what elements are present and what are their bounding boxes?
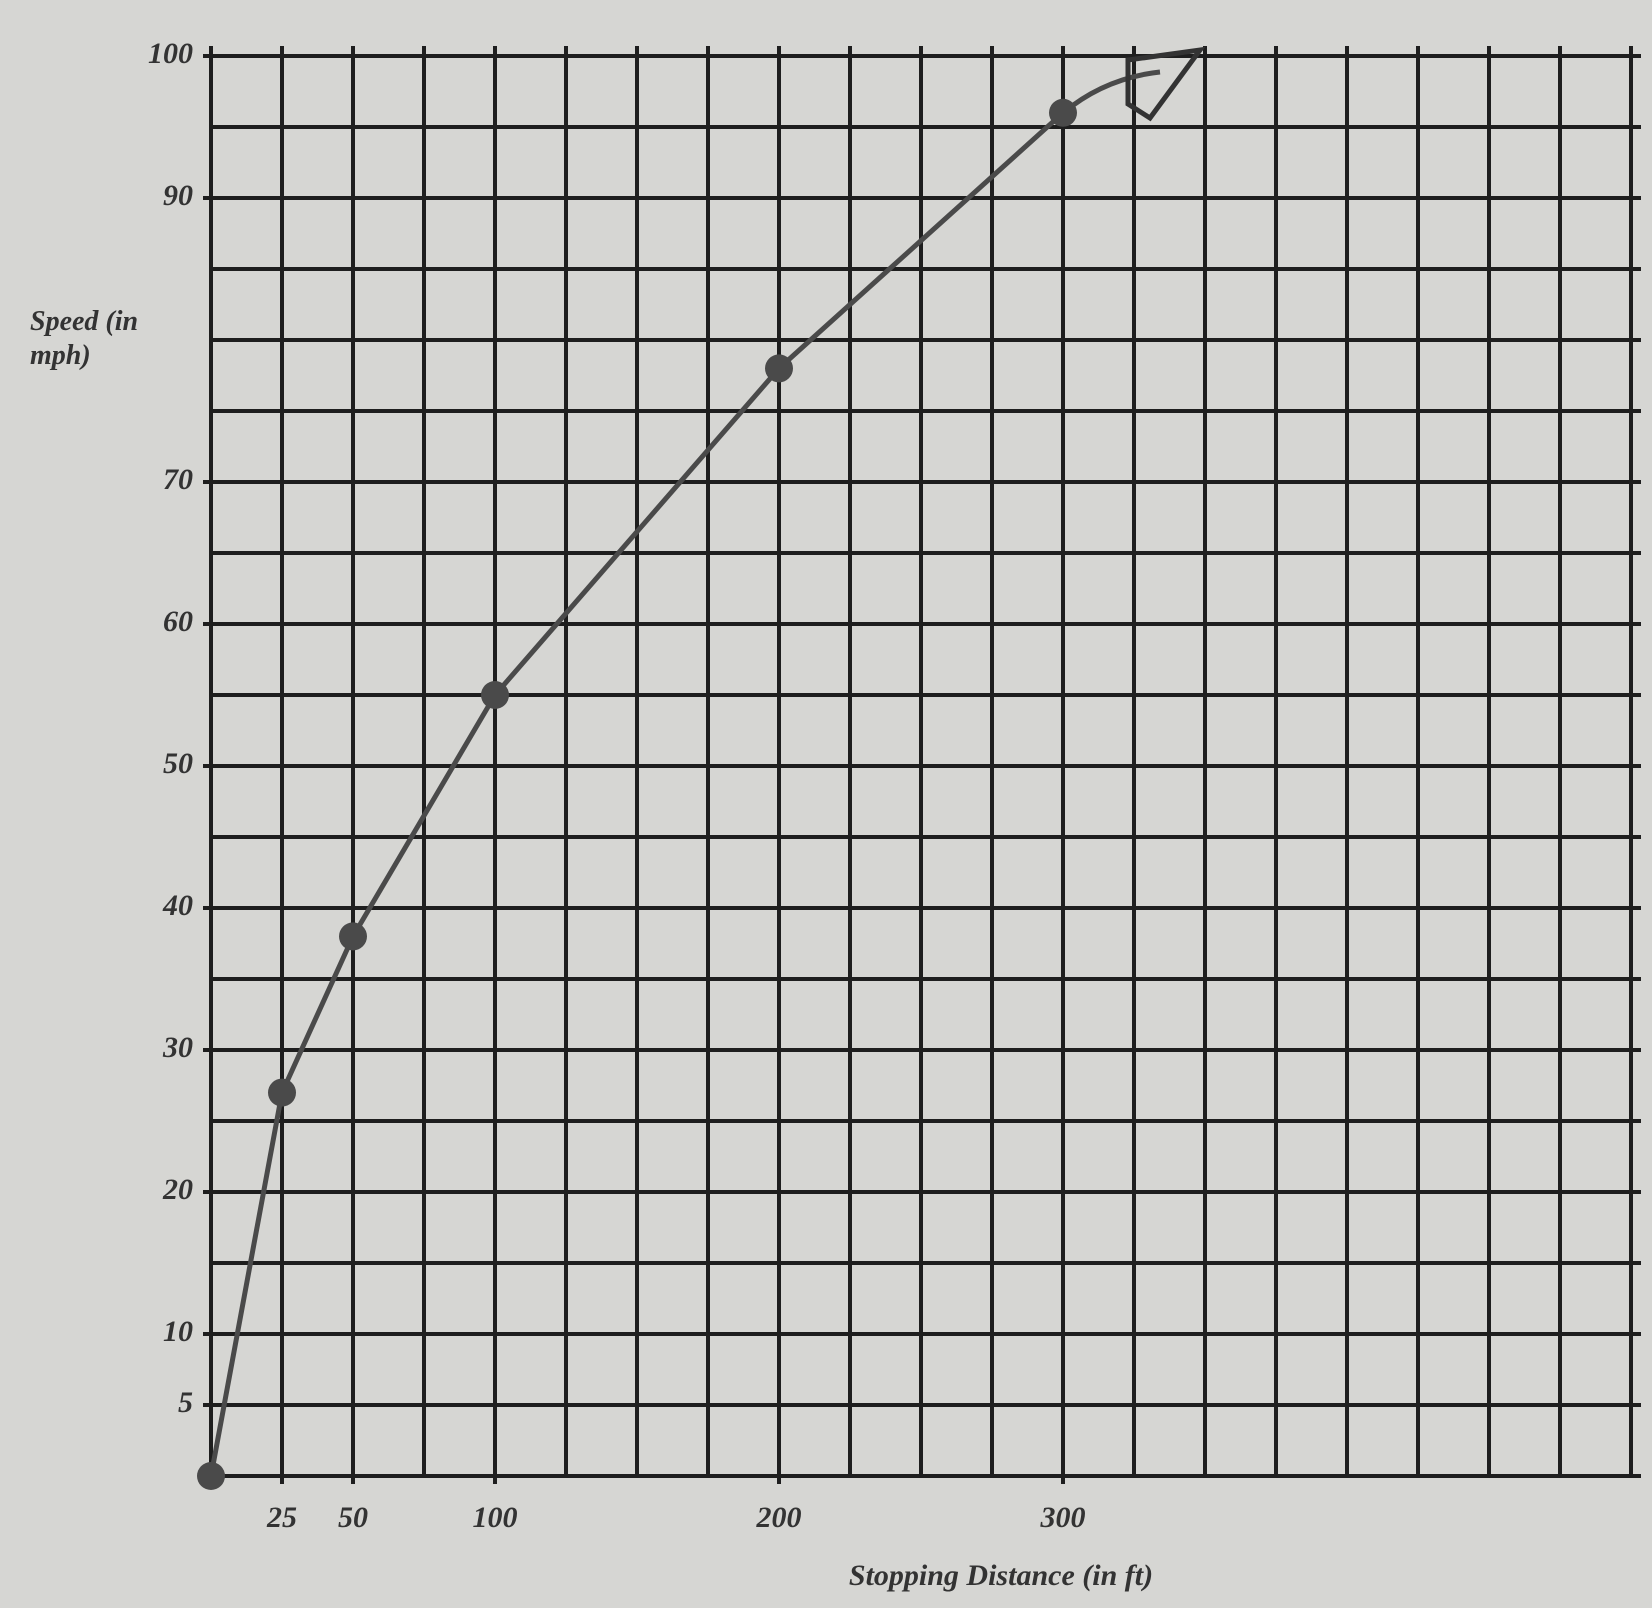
- point: [268, 1079, 296, 1107]
- y-tick-label: 30: [162, 1031, 193, 1064]
- y-tick-label: 90: [163, 179, 193, 212]
- y-tick-label: 100: [148, 37, 193, 70]
- x-axis-label: Stopping Distance (in ft): [849, 1559, 1153, 1592]
- x-tick-label: 300: [1040, 1501, 1086, 1534]
- y-tick-label: 70: [163, 463, 193, 496]
- y-tick-label: 5: [178, 1386, 193, 1419]
- y-tick-label: 50: [163, 747, 193, 780]
- point: [1049, 99, 1077, 127]
- x-tick-label: 50: [338, 1501, 368, 1534]
- point: [197, 1462, 225, 1490]
- page: Stopping Distance (in ft) 25 50 100 200 300 5…: [0, 0, 1652, 1608]
- y-tick-label: 60: [163, 605, 193, 638]
- paper: [0, 0, 1652, 1608]
- y-tick-label: 20: [162, 1173, 193, 1206]
- point: [339, 922, 367, 950]
- chart: Stopping Distance (in ft) 25 50 100 200 300 5…: [0, 0, 1652, 1608]
- x-tick-label: 25: [266, 1501, 297, 1534]
- y-axis-label: Speed (in mph): [30, 305, 200, 373]
- point: [481, 681, 509, 709]
- x-tick-label: 200: [756, 1501, 802, 1534]
- x-tick-label: 100: [473, 1501, 518, 1534]
- y-tick-label: 10: [163, 1315, 193, 1348]
- y-tick-label: 40: [162, 889, 193, 922]
- point: [765, 354, 793, 382]
